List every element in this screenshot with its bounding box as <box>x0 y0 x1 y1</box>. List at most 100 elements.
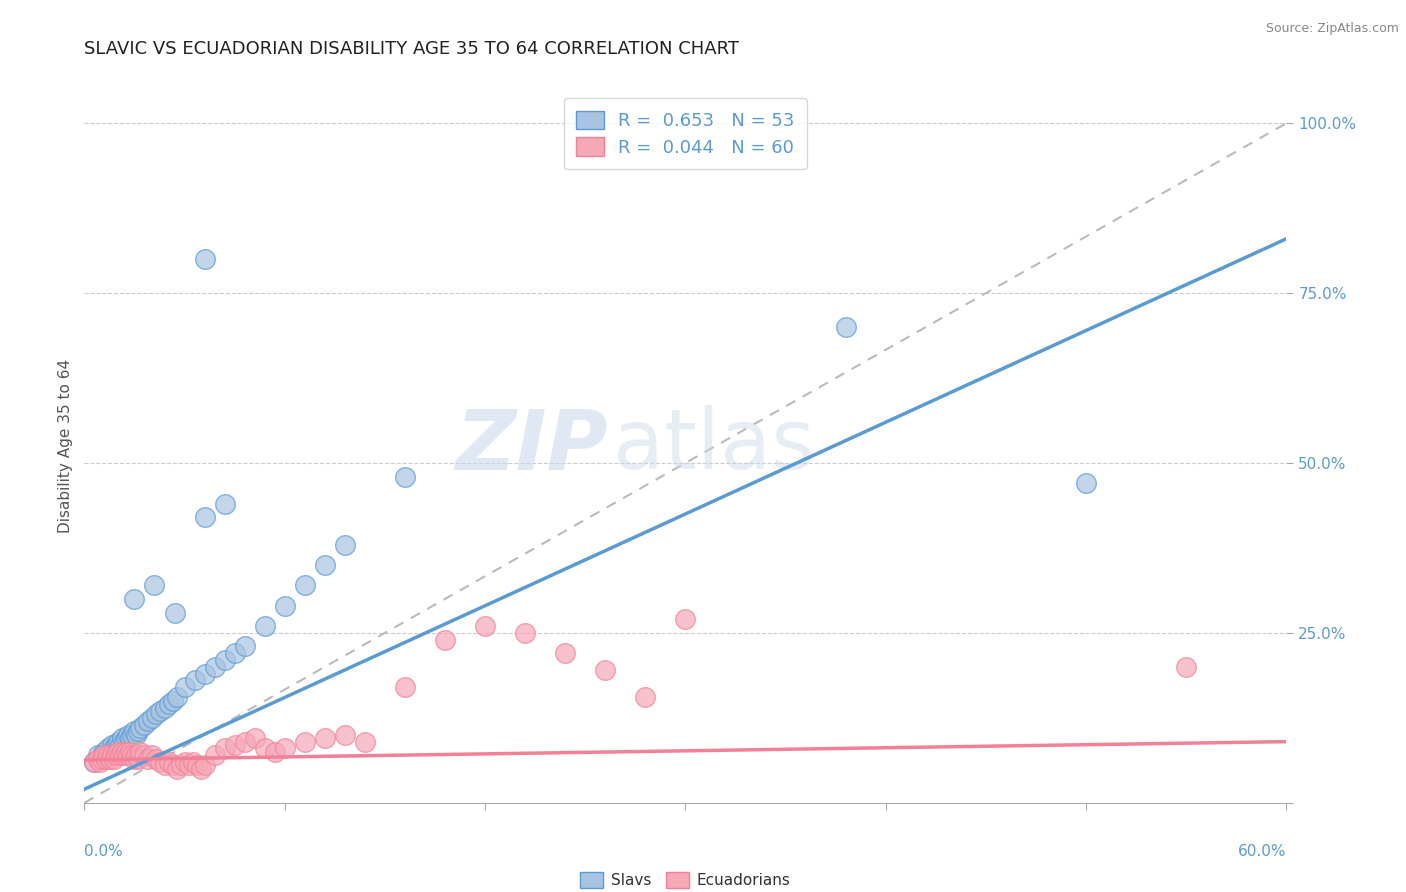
Point <box>97 748 120 763</box>
Point <box>263 745 285 759</box>
Point <box>1175 660 1198 674</box>
Point <box>101 748 124 763</box>
Point <box>145 707 167 722</box>
Point <box>173 680 195 694</box>
Point <box>145 751 167 765</box>
Point <box>103 751 125 765</box>
Point <box>634 690 657 705</box>
Point <box>110 738 132 752</box>
Point <box>333 537 356 551</box>
Text: atlas: atlas <box>613 406 815 486</box>
Point <box>162 758 184 772</box>
Point <box>190 762 212 776</box>
Point <box>394 680 416 694</box>
Point <box>157 755 180 769</box>
Point <box>186 758 208 772</box>
Point <box>125 728 148 742</box>
Text: 60.0%: 60.0% <box>1239 845 1286 859</box>
Point <box>87 751 110 765</box>
Point <box>835 320 858 334</box>
Point <box>100 745 122 759</box>
Point <box>314 731 336 746</box>
Text: 0.0%: 0.0% <box>84 845 124 859</box>
Point <box>96 751 118 765</box>
Point <box>125 748 148 763</box>
Point <box>233 734 256 748</box>
Point <box>204 660 226 674</box>
Point <box>214 741 236 756</box>
Point <box>114 748 135 763</box>
Point <box>110 748 132 763</box>
Point <box>127 751 149 765</box>
Point <box>157 698 180 712</box>
Point <box>138 751 160 765</box>
Point <box>101 738 124 752</box>
Point <box>224 738 246 752</box>
Point <box>153 758 176 772</box>
Point <box>91 748 114 763</box>
Point <box>115 745 138 759</box>
Point <box>129 721 152 735</box>
Point <box>253 741 276 756</box>
Point <box>103 741 125 756</box>
Point <box>83 755 105 769</box>
Point <box>124 751 146 765</box>
Text: ZIP: ZIP <box>454 406 607 486</box>
Point <box>96 748 118 763</box>
Point <box>120 731 142 746</box>
Point <box>194 758 217 772</box>
Point <box>141 748 163 763</box>
Point <box>214 653 236 667</box>
Point <box>314 558 336 572</box>
Legend: Slavs, Ecuadorians: Slavs, Ecuadorians <box>581 872 790 888</box>
Point <box>434 632 457 647</box>
Point <box>294 578 316 592</box>
Point <box>253 619 276 633</box>
Point <box>224 646 246 660</box>
Point <box>194 666 217 681</box>
Point <box>274 599 297 613</box>
Point <box>394 469 416 483</box>
Point <box>153 700 176 714</box>
Y-axis label: Disability Age 35 to 64: Disability Age 35 to 64 <box>58 359 73 533</box>
Point <box>111 731 134 746</box>
Point <box>1076 476 1098 491</box>
Point <box>100 751 122 765</box>
Point <box>149 704 172 718</box>
Point <box>121 728 143 742</box>
Point <box>117 748 139 763</box>
Point <box>177 758 200 772</box>
Point <box>214 497 236 511</box>
Point <box>204 748 226 763</box>
Point <box>183 673 205 688</box>
Point <box>149 755 172 769</box>
Text: SLAVIC VS ECUADORIAN DISABILITY AGE 35 TO 64 CORRELATION CHART: SLAVIC VS ECUADORIAN DISABILITY AGE 35 T… <box>84 40 740 58</box>
Point <box>91 751 114 765</box>
Point <box>134 748 156 763</box>
Point <box>194 510 217 524</box>
Point <box>117 728 139 742</box>
Point <box>115 731 138 746</box>
Point <box>138 714 160 729</box>
Point <box>83 755 105 769</box>
Point <box>107 745 129 759</box>
Point <box>166 690 188 705</box>
Point <box>121 748 143 763</box>
Point <box>124 591 146 606</box>
Point <box>127 724 149 739</box>
Point <box>233 640 256 654</box>
Point <box>595 663 617 677</box>
Point <box>134 717 156 731</box>
Point <box>105 748 128 763</box>
Point <box>107 734 129 748</box>
Text: Source: ZipAtlas.com: Source: ZipAtlas.com <box>1265 22 1399 36</box>
Point <box>89 755 111 769</box>
Point <box>515 626 537 640</box>
Point <box>87 748 110 763</box>
Point <box>97 741 120 756</box>
Point <box>333 728 356 742</box>
Point <box>166 762 188 776</box>
Point <box>354 734 377 748</box>
Point <box>194 252 217 266</box>
Point <box>114 734 135 748</box>
